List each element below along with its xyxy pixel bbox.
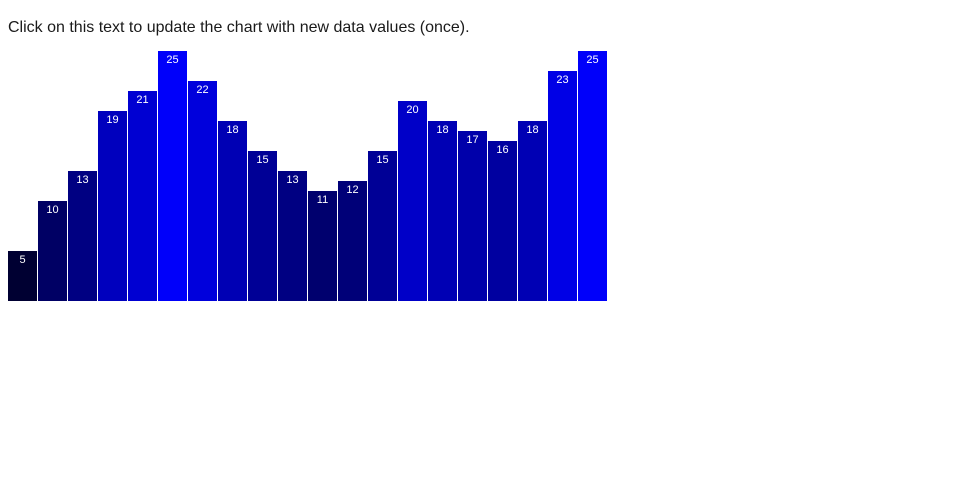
bar-value-label: 17: [466, 134, 479, 146]
bar-value-label: 13: [76, 174, 89, 186]
bar: 15: [368, 151, 397, 301]
bar: 12: [338, 181, 367, 301]
bar: 13: [278, 171, 307, 301]
bar-value-label: 16: [496, 144, 509, 156]
bar-value-label: 15: [376, 154, 389, 166]
bar-value-label: 10: [46, 204, 59, 216]
bar: 5: [8, 251, 37, 301]
bar: 18: [428, 121, 457, 301]
bar-value-label: 21: [136, 94, 149, 106]
bar-value-label: 18: [226, 124, 239, 136]
bar: 16: [488, 141, 517, 301]
bar-value-label: 18: [526, 124, 539, 136]
bar-chart: 5 10 13 19 21 25 22 18 15 13 11 12 15 20 18 17 16 18 23 25: [8, 51, 608, 301]
bar: 10: [38, 201, 67, 301]
bar-value-label: 15: [256, 154, 269, 166]
bar: 25: [158, 51, 187, 301]
bar-value-label: 11: [316, 194, 329, 206]
bar-value-label: 25: [586, 54, 599, 66]
bar: 15: [248, 151, 277, 301]
bar-value-label: 19: [106, 114, 119, 126]
bar-value-label: 13: [286, 174, 299, 186]
bar-value-label: 25: [166, 54, 179, 66]
bar: 23: [548, 71, 577, 301]
bar: 13: [68, 171, 97, 301]
bar-value-label: 22: [196, 84, 209, 96]
bar: 22: [188, 81, 217, 301]
bar: 19: [98, 111, 127, 301]
update-data-trigger-text[interactable]: Click on this text to update the chart w…: [8, 19, 470, 36]
bar: 11: [308, 191, 337, 301]
bar-value-label: 23: [556, 74, 569, 86]
bar: 21: [128, 91, 157, 301]
bar: 17: [458, 131, 487, 301]
bar-value-label: 20: [406, 104, 419, 116]
bar-value-label: 5: [19, 254, 26, 266]
bar-value-label: 12: [346, 184, 359, 196]
bar-value-label: 18: [436, 124, 449, 136]
bar: 18: [518, 121, 547, 301]
bar: 20: [398, 101, 427, 301]
bar: 18: [218, 121, 247, 301]
bar: 25: [578, 51, 607, 301]
